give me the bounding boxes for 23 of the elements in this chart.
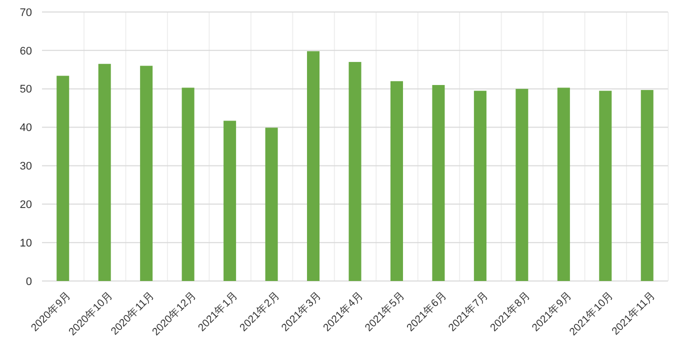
bar (224, 120, 236, 281)
y-tick-label: 40 (20, 122, 32, 134)
bar (640, 90, 654, 281)
bar (348, 62, 362, 281)
bar (265, 128, 278, 281)
bar (56, 76, 70, 281)
bar (98, 64, 111, 281)
bar (516, 88, 528, 281)
bar (140, 66, 153, 281)
bar (182, 88, 194, 281)
bar (307, 51, 320, 281)
y-tick-label: 60 (20, 45, 32, 58)
bar (432, 85, 445, 281)
bar (390, 81, 403, 281)
y-tick-label: 20 (20, 198, 32, 211)
y-tick-label: 30 (20, 160, 32, 173)
bar (599, 90, 612, 281)
y-tick-label: 70 (20, 6, 32, 19)
bar (557, 88, 570, 281)
y-tick-label: 0 (26, 276, 32, 288)
y-tick-label: 10 (20, 237, 32, 250)
y-tick-label: 50 (20, 84, 32, 96)
bar (474, 90, 486, 281)
